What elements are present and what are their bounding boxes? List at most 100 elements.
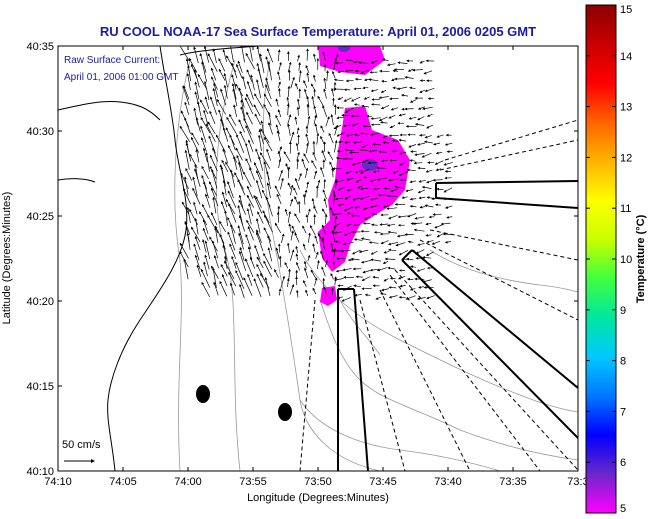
current-vector <box>277 109 282 118</box>
current-vector <box>220 88 227 106</box>
current-vector <box>354 293 363 297</box>
current-vector <box>368 149 378 153</box>
current-vector <box>432 213 442 216</box>
current-vector <box>380 292 387 296</box>
current-vector <box>392 170 399 174</box>
current-vector <box>324 213 328 224</box>
current-vector <box>213 281 219 296</box>
current-vector <box>183 176 189 196</box>
current-vector <box>249 167 255 181</box>
current-vector <box>322 51 326 61</box>
current-vector <box>361 104 370 108</box>
current-vector <box>184 117 191 135</box>
current-vector <box>337 97 344 100</box>
current-vector <box>388 214 398 220</box>
current-vector <box>287 114 292 125</box>
current-vector <box>222 127 229 142</box>
current-vector <box>379 69 390 73</box>
current-vector <box>238 87 245 108</box>
current-vector <box>313 205 318 214</box>
current-vector <box>221 191 228 208</box>
current-vector <box>287 85 291 98</box>
current-vector <box>399 284 406 288</box>
current-vector <box>219 220 227 233</box>
current-vector <box>320 250 325 261</box>
figure-title: RU COOL NOAA-17 Sea Surface Temperature:… <box>100 24 536 39</box>
current-vector <box>370 132 380 136</box>
current-vector <box>221 274 228 287</box>
current-vector <box>246 194 255 208</box>
current-vector <box>382 205 390 209</box>
current-vector <box>351 162 361 166</box>
current-vector <box>210 212 218 226</box>
current-vector <box>294 232 300 243</box>
current-vector <box>417 106 425 110</box>
map-plot-area: Raw Surface Current: April 01, 2006 01:0… <box>57 45 579 472</box>
island-marker <box>278 403 292 421</box>
current-vector <box>184 101 190 115</box>
current-vector <box>342 285 352 291</box>
current-vector <box>303 80 308 89</box>
current-vector <box>418 179 426 183</box>
current-vector <box>398 275 406 280</box>
current-vector <box>306 48 309 61</box>
current-vector <box>295 289 299 298</box>
current-vector <box>218 58 226 72</box>
current-vector <box>382 135 388 139</box>
surface-current-vectors <box>178 46 453 302</box>
current-vector <box>205 152 210 172</box>
current-vector <box>417 242 425 246</box>
current-vector <box>295 253 299 261</box>
current-vector <box>358 61 369 65</box>
current-vector <box>378 116 388 122</box>
current-vector <box>179 242 189 259</box>
current-vector <box>426 124 434 129</box>
current-vector <box>405 189 414 193</box>
colorbar-tick-label: 10 <box>620 254 632 266</box>
current-vector <box>223 84 228 99</box>
current-vector <box>322 105 328 118</box>
current-vector <box>414 216 425 220</box>
current-vector <box>316 132 320 145</box>
current-vector <box>246 208 252 225</box>
current-vector <box>316 260 320 270</box>
current-vector <box>249 256 256 269</box>
current-vector <box>388 248 397 252</box>
current-vector <box>238 161 244 180</box>
colorbar-tick-label: 7 <box>620 406 626 418</box>
current-vector <box>206 123 216 143</box>
current-vector <box>412 68 423 72</box>
current-vector <box>426 180 434 184</box>
current-vector <box>290 230 294 241</box>
current-vector <box>323 77 327 90</box>
current-vector <box>241 75 247 90</box>
current-vector <box>212 48 217 63</box>
current-vector <box>311 95 315 107</box>
current-vector <box>191 132 200 146</box>
current-vector <box>369 197 379 201</box>
current-vector <box>307 115 311 127</box>
current-vector <box>326 70 329 82</box>
current-vector <box>333 231 343 235</box>
current-vector <box>353 284 361 288</box>
current-vector <box>288 223 292 232</box>
current-vector <box>434 160 444 165</box>
current-vector <box>442 232 452 236</box>
current-vector <box>223 72 228 88</box>
current-vector <box>293 187 298 196</box>
current-vector <box>253 104 261 117</box>
current-vector <box>274 185 281 197</box>
current-vector <box>200 268 211 288</box>
current-vector <box>404 107 414 111</box>
current-vector <box>238 250 247 271</box>
current-vector <box>306 72 310 82</box>
current-vector <box>386 194 397 198</box>
current-vector <box>407 240 414 244</box>
current-vector <box>362 270 371 274</box>
current-vector <box>382 260 389 264</box>
current-vector <box>419 60 425 64</box>
current-vector <box>260 120 264 134</box>
current-vector <box>243 171 252 188</box>
y-tick-label: 40:35 <box>26 41 54 53</box>
colorbar-gradient <box>585 4 617 514</box>
